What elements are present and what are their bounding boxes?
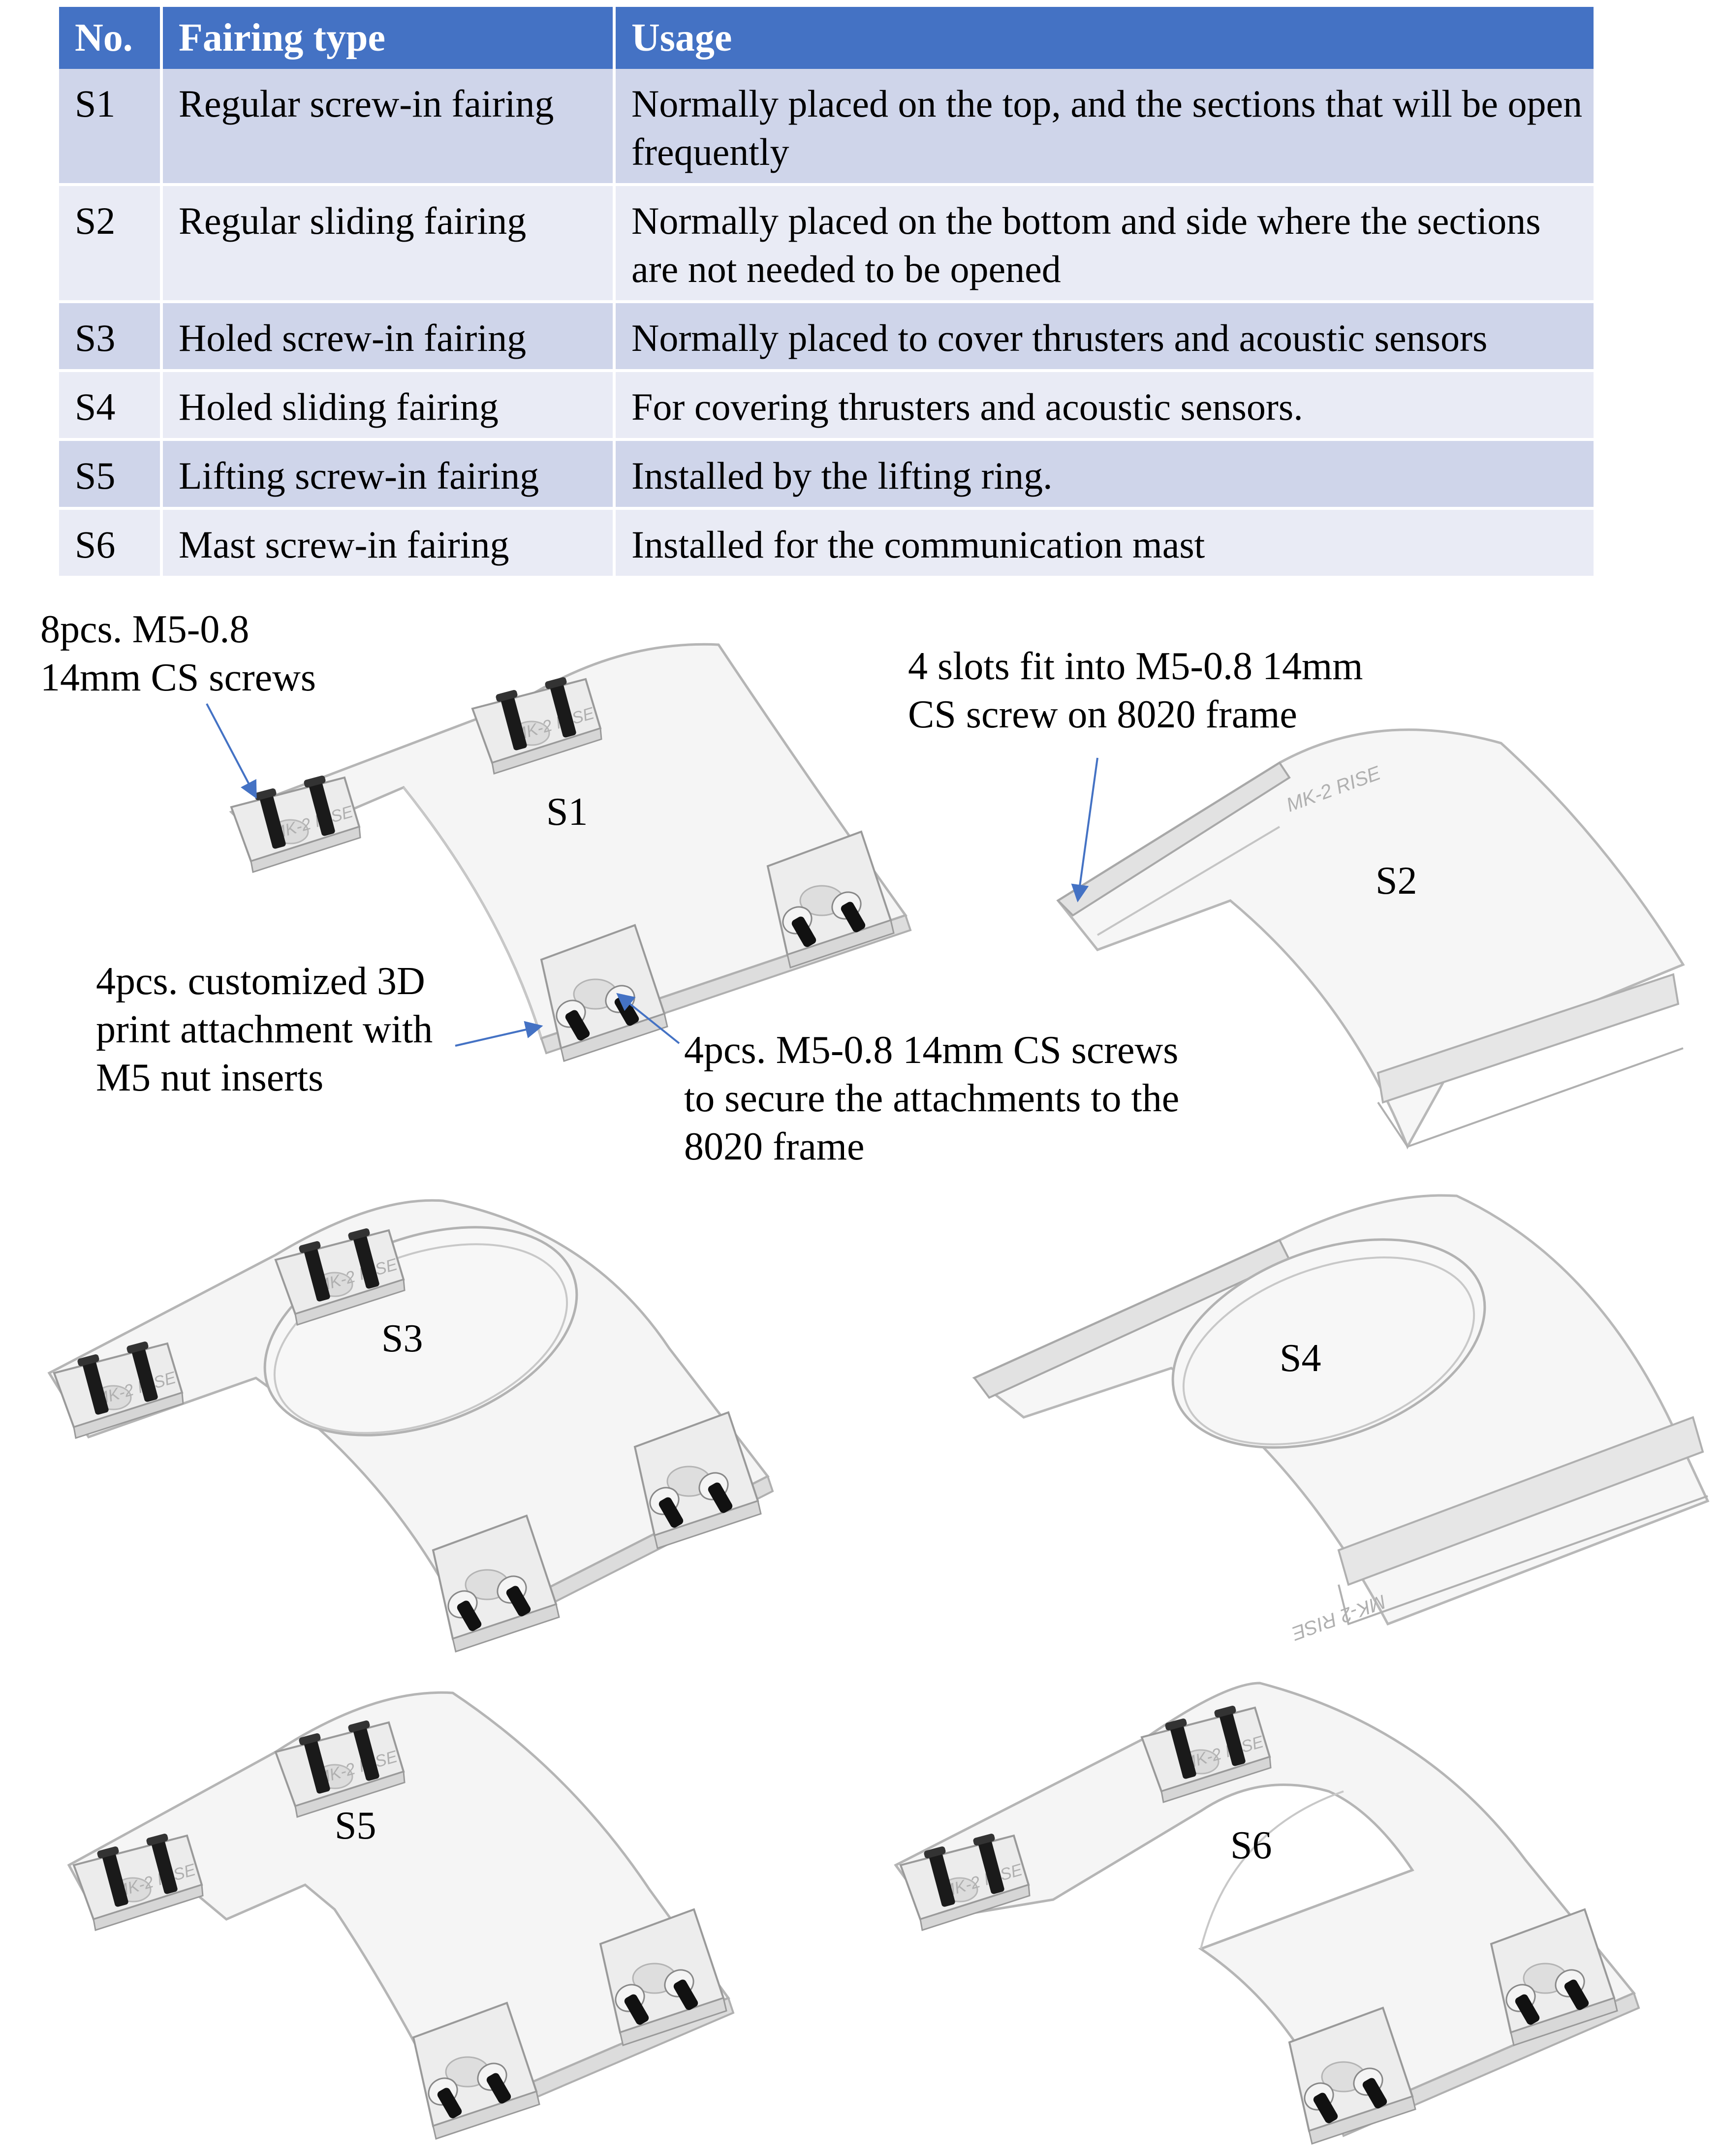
callout-slots-4: 4 slots fit into M5-0.8 14mm CS screw on… xyxy=(908,642,1363,739)
part-label-s2: S2 xyxy=(1376,859,1417,903)
header-usage: Usage xyxy=(613,7,1594,69)
callout-arrow-screws-8 xyxy=(206,703,257,799)
fairing-s5-drawing xyxy=(67,1691,735,2140)
callout-line: 8pcs. M5-0.8 xyxy=(40,608,250,651)
table-row: S5 Lifting screw-in fairing Installed by… xyxy=(59,438,1594,508)
callout-line: to secure the attachments to the xyxy=(684,1077,1180,1120)
callout-screws-8: 8pcs. M5-0.8 14mm CS screws xyxy=(40,605,316,702)
cell-no: S2 xyxy=(59,183,161,302)
header-fairing-type: Fairing type xyxy=(160,7,614,69)
part-label-s3: S3 xyxy=(381,1317,423,1360)
cell-type: Mast screw-in fairing xyxy=(160,507,614,576)
table-row: S6 Mast screw-in fairing Installed for t… xyxy=(59,507,1594,576)
cell-no: S6 xyxy=(59,507,161,576)
callout-line: M5 nut inserts xyxy=(96,1056,324,1099)
table-row: S1 Regular screw-in fairing Normally pla… xyxy=(59,69,1594,185)
cell-type: Holed screw-in fairing xyxy=(160,300,614,371)
cell-usage: Installed by the lifting ring. xyxy=(613,438,1594,508)
callout-line: CS screw on 8020 frame xyxy=(908,693,1297,736)
cell-no: S1 xyxy=(59,69,161,185)
cell-usage: For covering thrusters and acoustic sens… xyxy=(613,369,1594,439)
callout-line: 4pcs. M5-0.8 14mm CS screws xyxy=(684,1029,1179,1072)
cell-usage: Normally placed on the top, and the sect… xyxy=(613,69,1594,185)
part-label-s1: S1 xyxy=(546,790,588,834)
fairing-s4-drawing: MK-2 RISE xyxy=(972,1194,1710,1645)
callout-line: 14mm CS screws xyxy=(40,656,316,699)
fairing-s6-drawing xyxy=(894,1682,1640,2145)
cell-type: Regular screw-in fairing xyxy=(160,69,614,185)
callout-arrow-attachment-4 xyxy=(455,1021,543,1047)
fairing-s3-drawing xyxy=(47,1199,774,1653)
table-row: S2 Regular sliding fairing Normally plac… xyxy=(59,183,1594,302)
fairing-table: No. Fairing type Usage S1 Regular screw-… xyxy=(59,7,1594,576)
callout-line: 4pcs. customized 3D xyxy=(96,960,425,1003)
callout-line: print attachment with xyxy=(96,1008,433,1051)
table-row: S3 Holed screw-in fairing Normally place… xyxy=(59,300,1594,371)
callout-screws-4: 4pcs. M5-0.8 14mm CS screws to secure th… xyxy=(684,1026,1179,1171)
table-header-row: No. Fairing type Usage xyxy=(59,7,1594,69)
part-label-s6: S6 xyxy=(1230,1824,1272,1867)
callout-line: 8020 frame xyxy=(684,1125,865,1168)
cell-usage: Normally placed on the bottom and side w… xyxy=(613,183,1594,302)
cell-no: S5 xyxy=(59,438,161,508)
cell-type: Holed sliding fairing xyxy=(160,369,614,439)
callout-attachment-4: 4pcs. customized 3D print attachment wit… xyxy=(96,957,433,1102)
fairing-s2-drawing: MK-2 RISE xyxy=(1056,728,1685,1150)
callout-line: 4 slots fit into M5-0.8 14mm xyxy=(908,645,1363,688)
cell-usage: Normally placed to cover thrusters and a… xyxy=(613,300,1594,371)
part-label-s5: S5 xyxy=(335,1804,376,1847)
part-label-s4: S4 xyxy=(1280,1337,1321,1380)
table-row: S4 Holed sliding fairing For covering th… xyxy=(59,369,1594,439)
cell-usage: Installed for the communication mast xyxy=(613,507,1594,576)
cell-no: S3 xyxy=(59,300,161,371)
brand-mark: MK-2 RISE xyxy=(1288,1591,1389,1645)
header-no: No. xyxy=(59,7,161,69)
cell-type: Regular sliding fairing xyxy=(160,183,614,302)
cell-no: S4 xyxy=(59,369,161,439)
cell-type: Lifting screw-in fairing xyxy=(160,438,614,508)
